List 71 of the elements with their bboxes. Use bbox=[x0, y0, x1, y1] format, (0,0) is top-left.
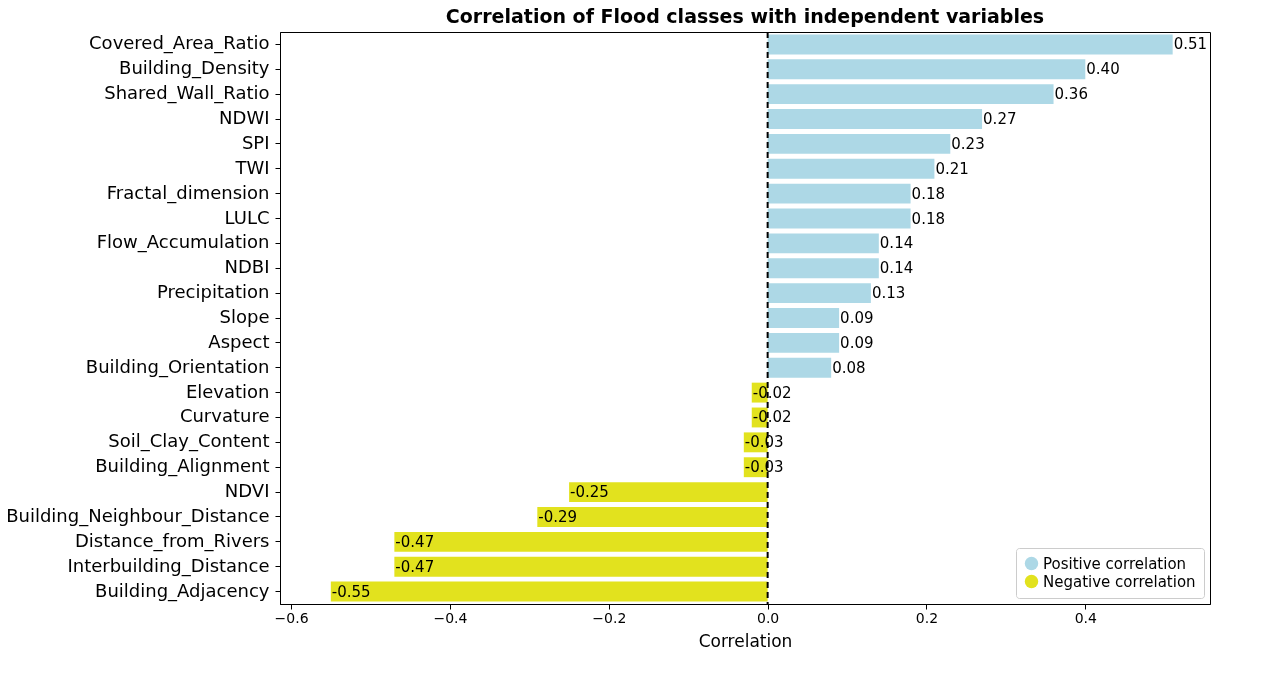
bar bbox=[569, 482, 768, 503]
y-tick-label: Fractal_dimension bbox=[106, 181, 270, 204]
y-tick-label: Shared_Wall_Ratio bbox=[104, 82, 270, 105]
bar bbox=[537, 507, 768, 527]
bar bbox=[330, 581, 768, 602]
y-tick-label: Distance_from_Rivers bbox=[74, 529, 270, 552]
bar bbox=[767, 158, 935, 179]
y-tick-label: TWI bbox=[234, 156, 270, 178]
data-label: 0.08 bbox=[832, 358, 866, 377]
y-tick-label: Curvature bbox=[179, 405, 270, 427]
bar bbox=[767, 357, 832, 378]
y-tick-label: Building_Orientation bbox=[85, 355, 270, 378]
bar bbox=[767, 308, 840, 328]
y-tick-label: Soil_Clay_Content bbox=[108, 430, 270, 453]
data-label: 0.18 bbox=[911, 209, 945, 228]
data-label: -0.29 bbox=[538, 507, 578, 526]
data-label: 0.13 bbox=[871, 284, 906, 303]
x-tick-label: −0.2 bbox=[592, 609, 627, 626]
y-tick-label: Interbuilding_Distance bbox=[67, 554, 270, 577]
x-tick-label: −0.6 bbox=[274, 609, 309, 626]
bar bbox=[767, 233, 879, 254]
bar bbox=[767, 183, 911, 204]
y-tick-label: Covered_Area_Ratio bbox=[89, 32, 270, 55]
y-tick-label: NDVI bbox=[224, 480, 270, 502]
chart-title: Correlation of Flood classes with independent variables bbox=[445, 5, 1045, 27]
data-label: 0.27 bbox=[983, 110, 1017, 129]
data-label: -0.47 bbox=[395, 557, 435, 576]
bar bbox=[767, 283, 871, 304]
y-tick-label: NDWI bbox=[219, 107, 270, 129]
data-label: 0.09 bbox=[840, 333, 874, 352]
x-tick-label: −0.4 bbox=[433, 609, 468, 626]
y-tick-label: Flow_Accumulation bbox=[96, 231, 270, 254]
y-tick-label: LULC bbox=[224, 206, 270, 228]
y-tick-label: Building_Neighbour_Distance bbox=[6, 504, 270, 527]
data-label: 0.18 bbox=[911, 184, 945, 203]
data-label: 0.09 bbox=[840, 309, 874, 327]
data-label: 0.14 bbox=[879, 259, 914, 278]
x-axis-title: Correlation bbox=[698, 630, 793, 651]
data-label: 0.23 bbox=[951, 134, 985, 153]
y-tick-label: Building_Alignment bbox=[95, 455, 270, 478]
bar bbox=[767, 332, 840, 353]
y-tick-label: Building_Density bbox=[119, 57, 270, 80]
bar bbox=[767, 59, 1086, 80]
x-tick-label: 0.0 bbox=[757, 609, 780, 626]
x-tick-label: 0.4 bbox=[1074, 609, 1098, 626]
y-tick-label: Slope bbox=[219, 306, 270, 327]
legend-label: Negative correlation bbox=[1043, 572, 1196, 591]
data-label: -0.25 bbox=[570, 483, 609, 502]
bar bbox=[767, 109, 983, 129]
y-tick-label: Aspect bbox=[208, 330, 270, 352]
y-tick-label: Precipitation bbox=[156, 281, 270, 303]
y-tick-label: SPI bbox=[241, 131, 270, 153]
data-label: 0.40 bbox=[1086, 60, 1120, 79]
bar bbox=[767, 84, 1054, 105]
data-label: 0.14 bbox=[879, 234, 914, 253]
bar bbox=[767, 208, 911, 229]
data-label: -0.47 bbox=[395, 532, 435, 551]
y-tick-label: Building_Adjacency bbox=[95, 579, 270, 602]
bar bbox=[394, 556, 768, 577]
data-label: -0.55 bbox=[331, 582, 371, 601]
bar bbox=[394, 531, 768, 552]
data-label: 0.21 bbox=[935, 159, 969, 178]
x-tick-label: 0.2 bbox=[915, 609, 939, 626]
data-label: 0.36 bbox=[1054, 85, 1088, 104]
bar bbox=[767, 258, 879, 279]
bar bbox=[767, 34, 1173, 55]
bar bbox=[767, 133, 951, 154]
data-label: 0.51 bbox=[1173, 35, 1208, 54]
y-tick-label: NDBI bbox=[224, 256, 270, 278]
y-tick-label: Elevation bbox=[185, 380, 270, 402]
legend-label: Positive correlation bbox=[1043, 554, 1187, 573]
